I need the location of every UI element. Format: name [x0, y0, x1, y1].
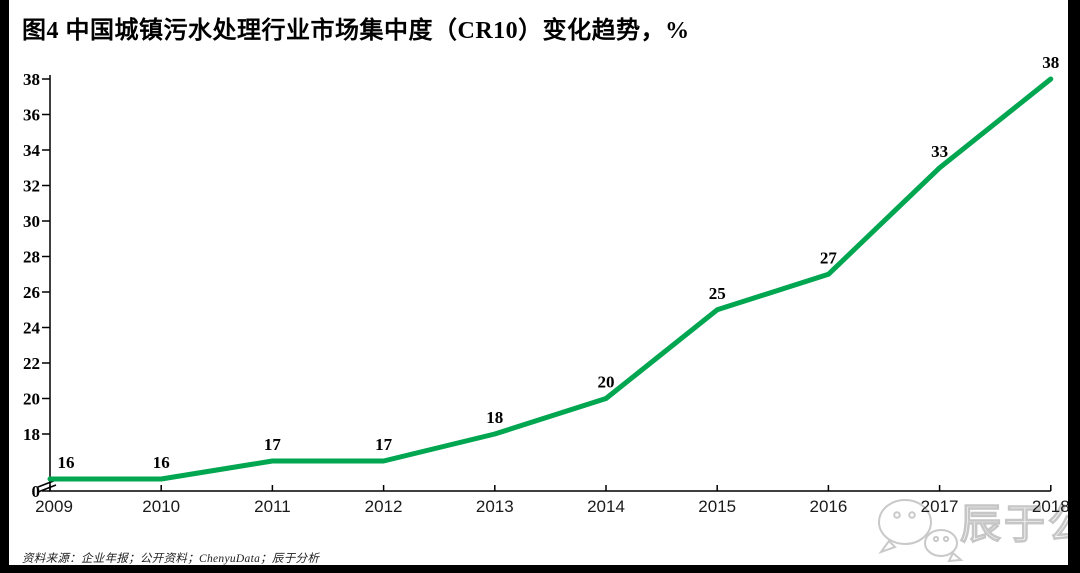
data-point-label: 33 — [931, 142, 948, 161]
wechat-bubble-large-tail — [878, 539, 897, 555]
y-axis-tick-label: 32 — [23, 177, 40, 196]
y-axis-tick-label: 24 — [23, 319, 41, 338]
wechat-icon — [878, 499, 964, 563]
data-point-label: 27 — [820, 248, 838, 267]
axis-break-mark — [37, 484, 57, 493]
x-axis-tick-label: 2016 — [809, 497, 847, 516]
y-axis-tick-label: 38 — [23, 70, 40, 89]
data-point-label: 38 — [1042, 53, 1059, 72]
y-axis-tick-label: 22 — [23, 354, 40, 373]
wechat-eye — [908, 511, 916, 519]
x-axis-tick-label: 2017 — [921, 497, 959, 516]
x-axis-tick-label: 2014 — [587, 497, 625, 516]
y-axis-tick-label: 36 — [23, 106, 40, 125]
data-point-label: 18 — [486, 408, 503, 427]
axis-lines — [49, 75, 1051, 492]
x-axis-tick-label: 2015 — [698, 497, 736, 516]
bottom-border-bar — [0, 565, 1080, 573]
left-border-bar — [0, 0, 9, 573]
y-axis-tick-label: 28 — [23, 248, 40, 267]
y-axis-tick-label: 30 — [23, 212, 40, 231]
data-point-label: 25 — [709, 284, 726, 303]
y-axis-tick-label: 26 — [23, 283, 40, 302]
x-axis-tick-label: 2013 — [476, 497, 514, 516]
watermark-text: 辰于公司 — [960, 501, 1080, 547]
x-axis-tick-label: 2009 — [35, 497, 73, 516]
y-axis-tick-label: 20 — [23, 390, 40, 409]
wechat-eye — [942, 535, 950, 543]
wechat-bubble-large — [878, 499, 932, 545]
cr10-data-line — [47, 76, 1054, 482]
x-axis-tick-label: 2010 — [142, 497, 180, 516]
data-point-label: 16 — [153, 453, 170, 472]
chart-title: 图4 中国城镇污水处理行业市场集中度（CR10）变化趋势，% — [22, 18, 690, 44]
data-point-label: 17 — [375, 435, 393, 454]
data-point-label: 16 — [58, 453, 75, 472]
data-point-label: 17 — [264, 435, 282, 454]
wechat-eye — [893, 511, 901, 519]
x-axis-tick-label: 2018 — [1032, 497, 1070, 516]
y-axis-tick-label: 18 — [23, 425, 40, 444]
wechat-bubble-small-tail — [947, 551, 964, 563]
right-border-bar — [1068, 0, 1080, 573]
wechat-eye — [932, 535, 940, 543]
x-axis-tick-label: 2011 — [254, 497, 291, 516]
source-note: 资料来源：企业年报；公开资料；ChenyuData；辰于分析 — [22, 553, 320, 565]
x-axis-tick-label: 2012 — [365, 497, 403, 516]
data-point-label: 20 — [598, 373, 615, 392]
watermark: 辰于公司 — [878, 499, 1080, 563]
wechat-bubble-small — [924, 529, 958, 557]
y-axis-tick-label: 0 — [32, 482, 41, 501]
y-axis-tick-label: 34 — [23, 141, 41, 160]
